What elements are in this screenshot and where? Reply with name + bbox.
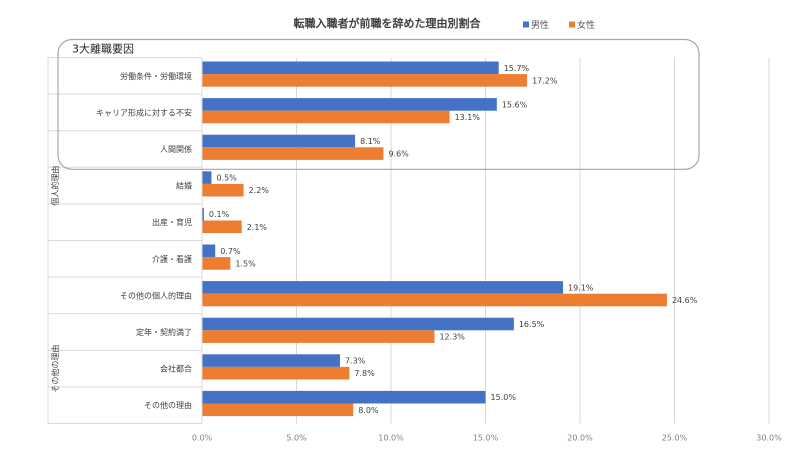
category-label: その他の個人的理由: [120, 290, 192, 300]
bar-female: [202, 183, 244, 197]
bar-female: [202, 403, 354, 417]
category-label: 労働条件・労働環境: [120, 71, 192, 81]
category-label: キャリア形成に対する不安: [96, 107, 192, 117]
bars: [202, 61, 667, 417]
x-tick-label: 15.0%: [473, 434, 499, 443]
bar-male: [202, 317, 514, 331]
data-label: 2.1%: [247, 223, 268, 232]
bar-female: [202, 330, 435, 343]
category-label: 介護・看護: [152, 254, 192, 264]
bar-female: [202, 257, 231, 270]
bar-male: [202, 171, 212, 184]
bar-male: [202, 244, 216, 258]
bar-male: [202, 98, 497, 111]
data-label: 16.5%: [519, 320, 545, 329]
bar-male: [202, 390, 486, 404]
bar-female: [202, 147, 384, 160]
x-tick-label: 5.0%: [286, 434, 307, 443]
category-label: その他の理由: [144, 400, 192, 410]
x-tick-label: 30.0%: [756, 434, 782, 443]
data-labels: 15.7%17.2% 15.6% 13.1% 8.1% 9.6% 0.5% 2.2% 0.1%…: [209, 64, 698, 415]
data-label: 15.6%: [502, 100, 528, 109]
data-label: 12.3%: [439, 333, 465, 342]
data-label: 0.5%: [216, 174, 237, 183]
x-tick-label: 25.0%: [662, 434, 688, 443]
bar-male: [202, 207, 204, 221]
bar-male: [202, 134, 356, 148]
data-label: 8.1%: [360, 137, 381, 146]
chart-title: 転職入職者が前職を辞めた理由別割合: [294, 16, 482, 30]
data-label: 1.5%: [235, 259, 256, 268]
category-label: 出産・育児: [152, 217, 192, 227]
bar-male: [202, 61, 499, 75]
highlight-box: 3大離職要因: [57, 38, 700, 170]
bar-male: [202, 281, 563, 294]
group-label: 個人的理由: [50, 166, 60, 206]
category-label: 会社都合: [160, 364, 192, 374]
data-label: 17.2%: [532, 76, 558, 85]
category-label: 人間関係: [160, 145, 192, 154]
data-label: 9.6%: [388, 150, 409, 159]
data-label: 24.6%: [672, 296, 698, 305]
data-label: 2.2%: [249, 186, 270, 195]
data-label: 13.1%: [455, 113, 481, 122]
x-tick-label: 0.0%: [192, 434, 213, 443]
bar-female: [202, 110, 450, 124]
x-axis-ticks: 0.0% 5.0% 10.0% 15.0% 20.0% 25.0% 30.0%: [192, 434, 782, 443]
category-label: 定年・契約満了: [136, 327, 192, 337]
x-tick-label: 10.0%: [378, 434, 404, 443]
data-label: 0.7%: [220, 247, 241, 256]
legend-swatch: [569, 21, 575, 28]
x-tick-label: 20.0%: [567, 434, 593, 443]
highlight-frame: [57, 38, 700, 170]
bar-female: [202, 220, 242, 234]
category-label: 結婚: [176, 181, 192, 191]
data-label: 7.8%: [354, 369, 375, 378]
bar-female: [202, 293, 667, 307]
legend-label: 女性: [577, 19, 595, 31]
data-label: 15.7%: [504, 64, 530, 73]
legend: 男性 女性: [523, 19, 595, 31]
data-label: 15.0%: [491, 393, 517, 402]
legend-label: 男性: [531, 19, 549, 31]
bar-male: [202, 354, 340, 367]
data-label: 0.1%: [209, 210, 230, 219]
bar-female: [202, 74, 528, 87]
data-label: 19.1%: [568, 283, 594, 292]
category-labels: 労働条件・労働環境キャリア形成に対する不安人間関係結婚出産・育児介護・看護その他…: [48, 57, 203, 424]
group-label: その他の理由: [50, 345, 60, 393]
bar-female: [202, 366, 350, 380]
data-label: 8.0%: [358, 406, 379, 415]
data-label: 7.3%: [345, 357, 366, 366]
highlight-label: 3大離職要因: [72, 42, 134, 56]
legend-swatch: [523, 21, 529, 28]
